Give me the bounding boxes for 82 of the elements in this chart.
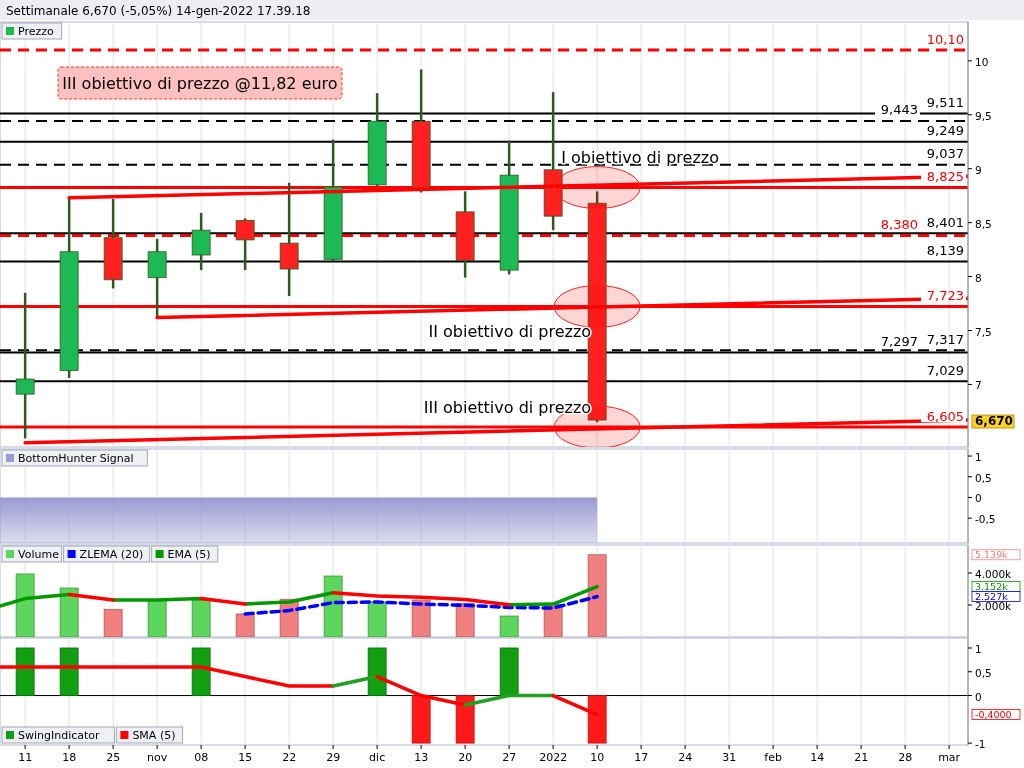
y-tick-label: 0,5 bbox=[975, 471, 992, 484]
x-tick-label: 10 bbox=[590, 751, 605, 764]
y-tick-label: 0,5 bbox=[975, 666, 992, 679]
ref-line-label: 9,511 bbox=[926, 95, 964, 111]
text: 3.152k bbox=[975, 581, 1009, 593]
line-series bbox=[243, 594, 599, 616]
x-tick-label: feb bbox=[764, 751, 782, 764]
text: 5.139k bbox=[975, 549, 1009, 561]
ref-line-label: 9,037 bbox=[926, 146, 964, 162]
y-tick-label: 8 bbox=[975, 271, 982, 284]
y-tick-label: 1 bbox=[975, 642, 982, 655]
text: -0,4000 bbox=[975, 709, 1012, 721]
legend-label: BottomHunter Signal bbox=[18, 452, 134, 465]
legend-label: Volume bbox=[18, 548, 60, 561]
y-tick-label: 0 bbox=[975, 690, 982, 703]
ref-line-label: 7,317 bbox=[926, 331, 964, 347]
x-tick-label: 25 bbox=[106, 751, 121, 764]
bar bbox=[367, 601, 387, 637]
x-tick-label: 21 bbox=[854, 751, 869, 764]
x-tick-label: 17 bbox=[634, 751, 649, 764]
text: 6,670 bbox=[975, 414, 1013, 429]
x-tick-label: 22 bbox=[282, 751, 297, 764]
ref-line-label: 8,401 bbox=[926, 214, 964, 230]
ref-line-label: 7,297 bbox=[880, 333, 918, 349]
bar bbox=[411, 599, 431, 637]
ref-line-label: 7,723 bbox=[926, 287, 964, 303]
x-tick-label: 14 bbox=[810, 751, 825, 764]
x-tick-label: 20 bbox=[458, 751, 473, 764]
y-tick-label: 9 bbox=[975, 163, 982, 176]
y-tick-label: 0 bbox=[975, 492, 982, 505]
annotation: I obiettivo di prezzo bbox=[561, 147, 720, 167]
x-tick-label: dic bbox=[369, 751, 386, 764]
x-tick-label: mar bbox=[938, 751, 961, 764]
bar bbox=[103, 608, 123, 637]
bar bbox=[15, 573, 35, 637]
x-tick-label: 15 bbox=[238, 751, 253, 764]
y-tick-label: 7 bbox=[975, 379, 982, 392]
bar bbox=[147, 599, 167, 637]
legend-label: ZLEMA (20) bbox=[79, 548, 144, 561]
text: 2.527k bbox=[975, 591, 1009, 603]
y-tick-label: -0,5 bbox=[975, 513, 996, 526]
bar bbox=[455, 603, 475, 637]
x-tick-label: 24 bbox=[678, 751, 693, 764]
y-tick-label: -1 bbox=[975, 738, 986, 751]
bar bbox=[191, 599, 211, 637]
candlestick bbox=[235, 217, 255, 272]
legend-label: EMA (5) bbox=[167, 548, 211, 561]
x-tick-label: 31 bbox=[722, 751, 737, 764]
ref-line-label: 8,139 bbox=[926, 243, 964, 259]
ref-line-label: 8,380 bbox=[880, 217, 918, 233]
legend-label: Prezzo bbox=[18, 25, 55, 38]
y-tick-label: 9,5 bbox=[975, 109, 992, 122]
chart-title: Settimanale 6,670 (-5,05%) 14-gen-2022 17.39.18 bbox=[6, 4, 311, 18]
x-tick-label: 11 bbox=[18, 751, 33, 764]
legend-label: SwingIndicator bbox=[18, 729, 101, 742]
x-tick-label: 08 bbox=[194, 751, 209, 764]
bar bbox=[499, 615, 519, 637]
bar bbox=[587, 554, 607, 637]
ref-line-label: 6,605 bbox=[926, 408, 964, 424]
ref-line-label: 9,249 bbox=[926, 123, 964, 139]
x-tick-label: nov bbox=[147, 751, 168, 764]
x-tick-label: 2022 bbox=[539, 751, 568, 764]
annotation: III obiettivo di prezzo @11,82 euro bbox=[62, 74, 338, 93]
y-tick-label: 8,5 bbox=[975, 217, 992, 230]
x-tick-label: 13 bbox=[414, 751, 429, 764]
x-tick-label: 29 bbox=[326, 751, 341, 764]
line-series bbox=[331, 590, 511, 607]
y-tick-label: 1 bbox=[975, 451, 982, 464]
y-tick-label: 4.000k bbox=[975, 568, 1013, 580]
y-tick-label: 2.000k bbox=[975, 600, 1013, 612]
y-tick-label: 10 bbox=[975, 55, 989, 68]
ref-line-label: 7,029 bbox=[926, 362, 964, 378]
ref-line-label: 10,10 bbox=[926, 31, 964, 47]
x-tick-label: 27 bbox=[502, 751, 517, 764]
x-tick-label: 18 bbox=[62, 751, 77, 764]
ref-line-label: 8,825 bbox=[926, 169, 964, 185]
x-tick-label: 28 bbox=[898, 751, 913, 764]
ref-line-label: 9,443 bbox=[880, 102, 918, 118]
y-tick-label: 7,5 bbox=[975, 325, 992, 338]
legend-label: SMA (5) bbox=[132, 729, 176, 742]
bar bbox=[235, 613, 255, 637]
bar bbox=[59, 587, 79, 637]
